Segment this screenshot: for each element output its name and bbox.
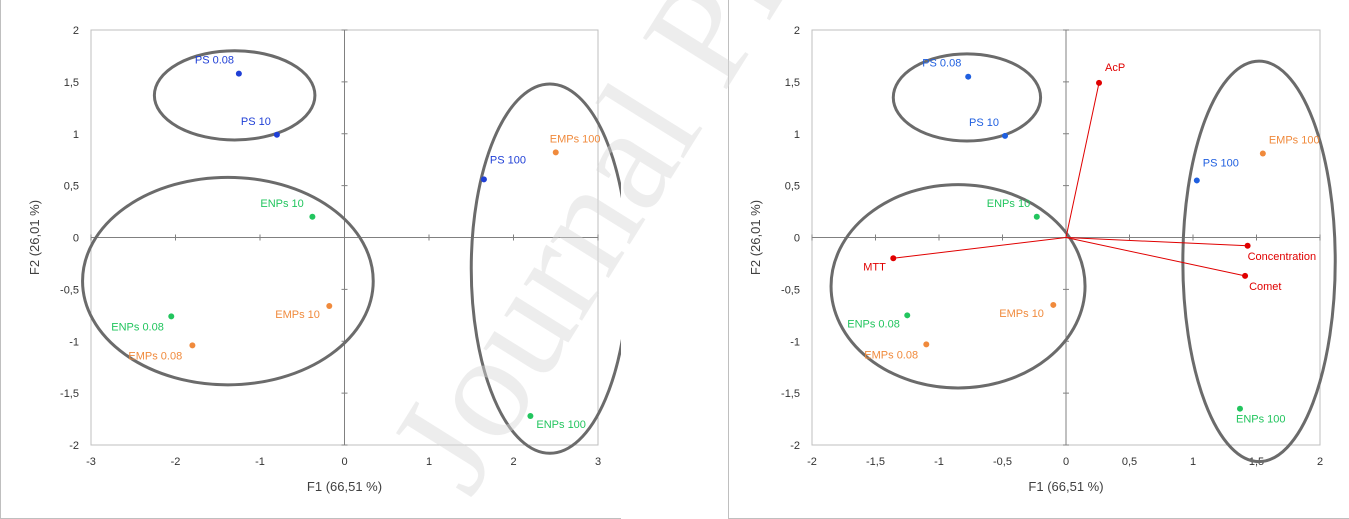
point-enps-100 [1236, 405, 1243, 412]
point-ps-10 [273, 131, 280, 138]
vector-tip-mtt [890, 255, 897, 262]
x-tick-label: 1 [1190, 456, 1196, 468]
point-enps-100 [527, 412, 534, 419]
y-tick-label: 0,5 [64, 181, 79, 193]
y-tick-label: 2 [73, 25, 79, 37]
y-tick-label: -2 [69, 440, 79, 452]
point-label-enps-100: ENPs 100 [536, 419, 586, 431]
x-tick-label: 0 [341, 456, 347, 468]
y-tick-label: -1,5 [781, 388, 800, 400]
cluster-ellipse-3 [469, 82, 621, 455]
y-tick-label: -0,5 [60, 284, 79, 296]
y-axis-label: F2 (26,01 %) [748, 200, 763, 275]
x-tick-label: 0 [1063, 456, 1069, 468]
y-tick-label: 0 [794, 233, 800, 245]
point-label-emps-10: EMPs 10 [999, 308, 1044, 320]
vector-acp [1065, 82, 1100, 238]
y-tick-label: 1 [73, 129, 79, 141]
x-tick-label: -0,5 [993, 456, 1012, 468]
point-label-emps-100: EMPs 100 [1269, 134, 1320, 146]
point-label-ps-100: PS 100 [1203, 157, 1239, 169]
x-tick-label: -2 [807, 456, 817, 468]
point-label-enps-0-08: ENPs 0.08 [847, 318, 900, 330]
point-label-ps-0-08: PS 0.08 [922, 58, 961, 70]
cluster-ellipse-2 [81, 175, 375, 387]
x-tick-label: -1 [255, 456, 265, 468]
vector-label-acp: AcP [1105, 62, 1125, 74]
y-tick-label: 1,5 [785, 77, 800, 89]
vector-tip-concentration [1244, 242, 1251, 249]
cluster-ellipse-1 [891, 52, 1043, 143]
x-tick-label: 3 [595, 456, 601, 468]
x-tick-label: -1,5 [866, 456, 885, 468]
point-label-enps-0-08: ENPs 0.08 [111, 321, 164, 333]
point-label-enps-10: ENPs 10 [987, 198, 1030, 210]
x-tick-label: -3 [86, 456, 96, 468]
y-tick-label: 0 [73, 233, 79, 245]
y-tick-label: -1 [790, 336, 800, 348]
x-tick-label: 2 [510, 456, 516, 468]
point-ps-100 [480, 176, 487, 183]
x-tick-label: 0,5 [1122, 456, 1137, 468]
point-enps-0-08 [168, 313, 175, 320]
vector-label-comet: Comet [1249, 281, 1281, 293]
vector-label-mtt: MTT [863, 261, 886, 273]
point-enps-10 [309, 213, 316, 220]
point-label-enps-100: ENPs 100 [1236, 414, 1286, 426]
point-ps-10 [1002, 132, 1009, 139]
point-label-emps-100: EMPs 100 [550, 133, 601, 145]
cluster-ellipse-2 [829, 183, 1087, 390]
vector-tip-comet [1242, 272, 1249, 279]
y-tick-label: 1,5 [64, 77, 79, 89]
left-biplot-panel: -3 -2 -1 0 1 2 3 2 1,5 1 0,5 0 -0,5 -1 -1,5 -2 F1 (66,51… [0, 0, 621, 519]
point-ps-100 [1193, 177, 1200, 184]
vector-mtt [893, 237, 1067, 259]
point-enps-10 [1033, 213, 1040, 220]
point-label-ps-0-08: PS 0.08 [195, 55, 234, 67]
vector-label-concentration: Concentration [1248, 251, 1317, 263]
y-tick-label: -1,5 [60, 388, 79, 400]
point-label-ps-10: PS 10 [969, 117, 999, 129]
y-tick-label: 2 [794, 25, 800, 37]
vector-tip-acp [1096, 79, 1103, 86]
right-pca-biplot: -2 -1,5 -1 -0,5 0 0,5 1 1,5 221,510,50-0,5-1-1,5… [748, 25, 1337, 494]
point-emps-0-08 [923, 341, 930, 348]
x-tick-label: -1 [934, 456, 944, 468]
point-emps-0-08 [189, 342, 196, 349]
vector-comet [1065, 237, 1246, 277]
y-tick-label: -0,5 [781, 284, 800, 296]
y-tick-label: -2 [790, 440, 800, 452]
cluster-ellipse-1 [152, 49, 317, 142]
x-tick-label: 2 [1317, 456, 1323, 468]
point-label-ps-10: PS 10 [241, 116, 271, 128]
left-pca-chart: -3 -2 -1 0 1 2 3 2 1,5 1 0,5 0 -0,5 -1 -1,5 -2 F1 (66,51… [27, 25, 621, 494]
point-emps-10 [1050, 301, 1057, 308]
point-enps-0-08 [904, 312, 911, 319]
x-axis-label: F1 (66,51 %) [307, 479, 382, 494]
point-label-emps-0-08: EMPs 0.08 [128, 350, 182, 362]
y-axis-label: F2 (26,01 %) [27, 200, 42, 275]
x-tick-label: 1 [426, 456, 432, 468]
point-ps-0-08 [235, 70, 242, 77]
y-tick-label: 1 [794, 129, 800, 141]
x-axis-label: F1 (66,51 %) [1028, 479, 1103, 494]
point-label-emps-10: EMPs 10 [275, 309, 320, 321]
point-label-ps-100: PS 100 [490, 154, 526, 166]
point-emps-100 [1259, 150, 1266, 157]
point-ps-0-08 [965, 73, 972, 80]
x-tick-label: -2 [171, 456, 181, 468]
y-tick-label: 0,5 [785, 181, 800, 193]
y-tick-label: -1 [69, 336, 79, 348]
vector-concentration [1065, 237, 1248, 247]
point-label-enps-10: ENPs 10 [260, 198, 303, 210]
right-biplot-panel: -2 -1,5 -1 -0,5 0 0,5 1 1,5 2 2 1,5 1 0,5 0 -0,5 -1 -1,5… [728, 0, 1349, 519]
point-label-emps-0-08: EMPs 0.08 [864, 349, 918, 361]
point-emps-10 [326, 302, 333, 309]
point-emps-100 [552, 149, 559, 156]
cluster-ellipse-3 [1181, 59, 1337, 464]
